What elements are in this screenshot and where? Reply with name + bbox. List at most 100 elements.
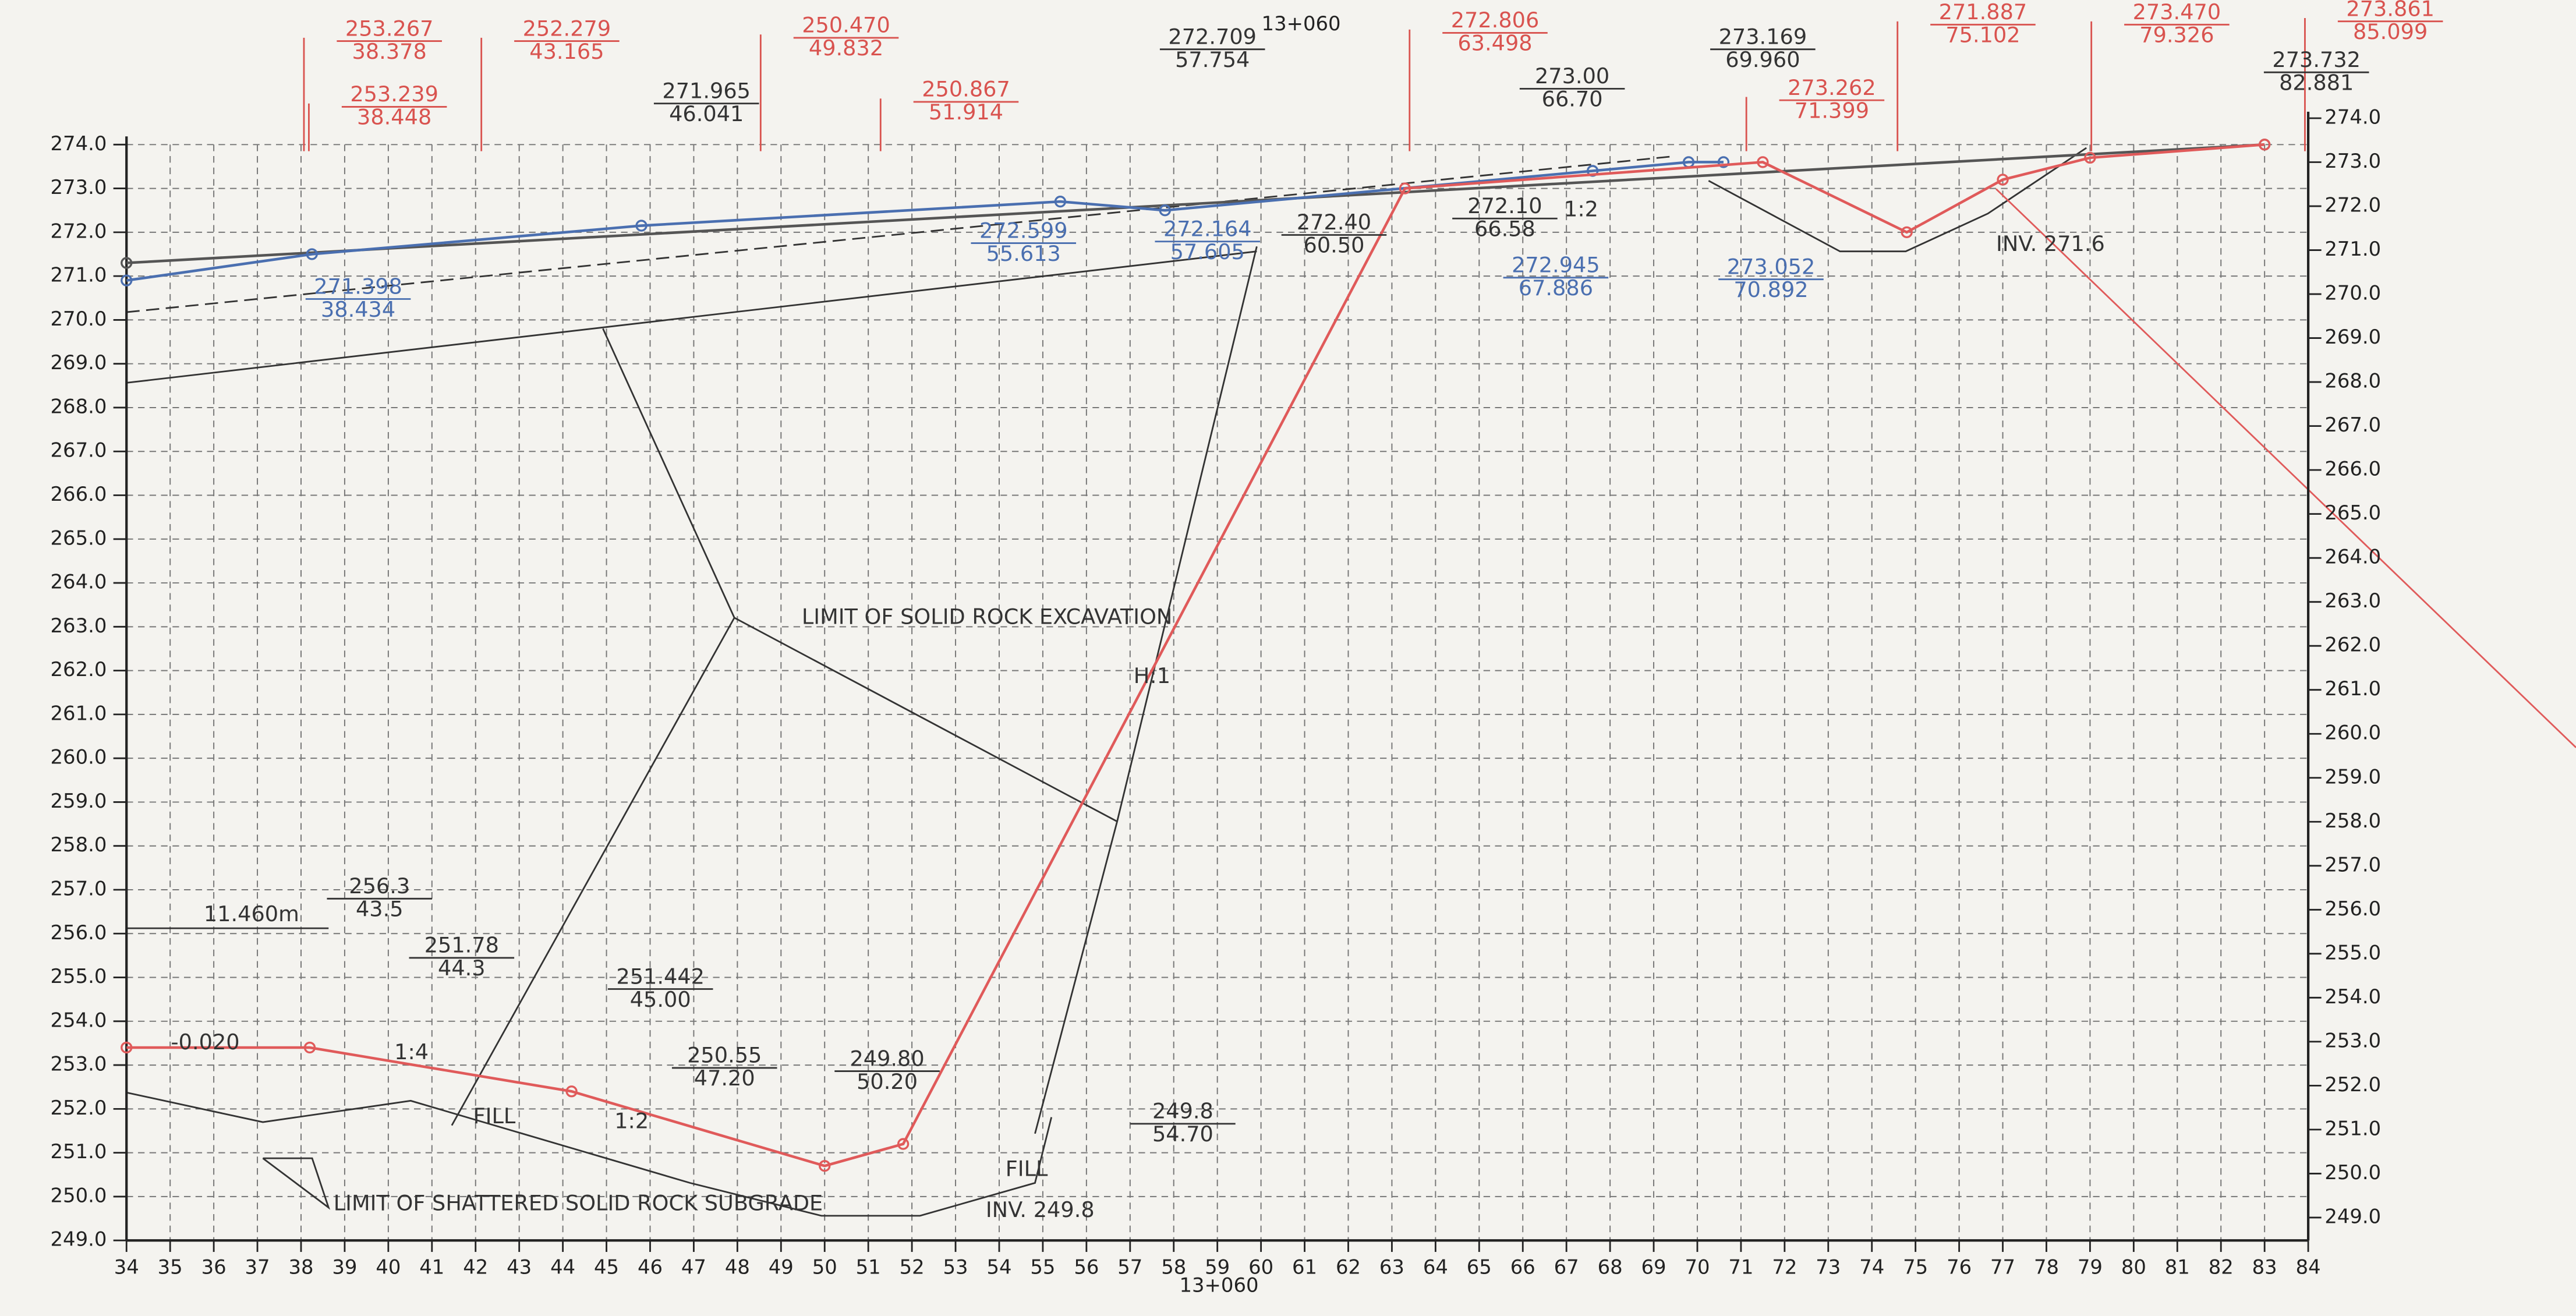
x-tick-label: 71 [1728,1256,1753,1279]
offset-label: 54.70 [1152,1122,1213,1147]
y2-tick-label: 261.0 [2324,677,2381,700]
limit-arrow [262,1157,331,1210]
y2-tick-label: 263.0 [2324,589,2381,612]
profile-point [1901,226,1913,239]
elevation-label: 252.279 [523,16,611,41]
note: FILL [473,1103,516,1128]
right-ditch [1708,147,2087,253]
profile-point [1399,182,1411,194]
note: FILL [1006,1156,1048,1181]
offset-label: 45.00 [630,987,691,1012]
elevation-label: 272.599 [979,218,1068,243]
offset-label: 38.434 [321,297,395,322]
offset-label: 66.58 [1474,217,1535,242]
y2-tick-label: 273.0 [2324,150,2381,172]
x-tick-label: 54 [986,1256,1011,1279]
note: 11.460m [204,901,299,926]
offset-label: 79.326 [2139,23,2214,48]
y-tick-label: 255.0 [51,965,107,988]
rock-line [126,250,1257,384]
elevation-label: 271.887 [1939,0,2027,24]
profile-point [1054,196,1067,208]
offset-label: 47.20 [694,1066,755,1091]
y-tick-label: 259.0 [51,790,107,812]
profile-point [1717,156,1730,168]
profile-point [2084,151,2096,164]
profile-point [1757,156,1769,168]
y-tick-label: 256.0 [51,921,107,944]
x-tick-label: 67 [1554,1256,1579,1279]
offset-label: 66.70 [1542,87,1603,112]
grid [126,144,2309,1241]
y-tick-label: 260.0 [51,746,107,769]
offset-label: 50.20 [857,1069,918,1094]
x-tick-label: 41 [419,1256,444,1279]
offset-label: 85.099 [2353,19,2428,44]
profile-point [1997,174,2009,186]
x-tick-label: 48 [725,1256,750,1279]
profile-point [306,248,318,260]
y2-tick-label: 250.0 [2324,1161,2381,1184]
x-tick-label: 73 [1816,1256,1841,1279]
note: -0.020 [171,1030,239,1055]
x-tick-label: 64 [1423,1256,1448,1279]
note: 1:2 [1564,197,1598,222]
x-tick-label: 70 [1685,1256,1710,1279]
elevation-label: 253.267 [345,16,434,41]
x-tick-label: 68 [1598,1256,1623,1279]
x-tick-label: 47 [681,1256,706,1279]
x-tick-label: 84 [2296,1256,2321,1279]
x-tick-label: 61 [1292,1256,1317,1279]
elevation-label: 273.00 [1535,63,1609,89]
offset-label: 70.892 [1733,277,1808,302]
y2-tick-label: 274.0 [2324,105,2381,128]
offset-label: 63.498 [1457,31,1532,56]
note: INV. 249.8 [986,1197,1095,1222]
note: 1:2 [614,1109,649,1134]
y2-tick-label: 251.0 [2324,1117,2381,1140]
offset-label: 67.886 [1519,275,1593,300]
x-tick-label: 55 [1030,1256,1055,1279]
y2-tick-label: 260.0 [2324,721,2381,744]
elevation-label: 251.78 [424,933,499,958]
y-tick-label: 268.0 [51,395,107,418]
note: H:1 [1134,663,1170,688]
x-tick-label: 36 [201,1256,227,1279]
offset-label: 43.165 [529,39,604,64]
y2-tick-label: 268.0 [2324,370,2381,392]
elevation-label: 271.965 [662,79,751,104]
x-tick-label: 52 [900,1256,925,1279]
offset-label: 71.399 [1795,98,1869,123]
x-tick-label: 74 [1859,1256,1884,1279]
y-tick-label: 257.0 [51,877,107,900]
y-tick-label: 264.0 [51,571,107,593]
x-tick-label: 37 [245,1256,270,1279]
profile-line [126,143,2265,264]
subgrade-line [126,155,1676,313]
elevation-label: 273.052 [1727,254,1816,279]
note: INV. 271.6 [1996,231,2105,256]
x-tick-label: 40 [376,1256,401,1279]
y-tick-label: 249.0 [51,1228,107,1251]
y-tick-label: 274.0 [51,132,107,155]
offset-label: 57.754 [1175,47,1250,72]
elevation-label: 273.169 [1719,24,1807,49]
offset-label: 55.613 [986,241,1061,266]
profile-point [897,1138,910,1150]
x-tick-label: 35 [158,1256,183,1279]
profile-point [303,1041,316,1054]
note: LIMIT OF SOLID ROCK EXCAVATION [802,604,1173,629]
x-tick-label: 62 [1336,1256,1361,1279]
elevation-label: 249.80 [850,1046,924,1071]
y2-tick-label: 271.0 [2324,238,2381,260]
offset-label: 44.3 [438,956,486,981]
y-tick-label: 271.0 [51,264,107,286]
x-tick-label: 34 [114,1256,139,1279]
elevation-label: 272.709 [1168,24,1257,49]
elevation-label: 272.945 [1512,253,1600,278]
y2-tick-label: 253.0 [2324,1029,2381,1052]
y-tick-label: 252.0 [51,1096,107,1119]
profile-point [121,257,133,269]
